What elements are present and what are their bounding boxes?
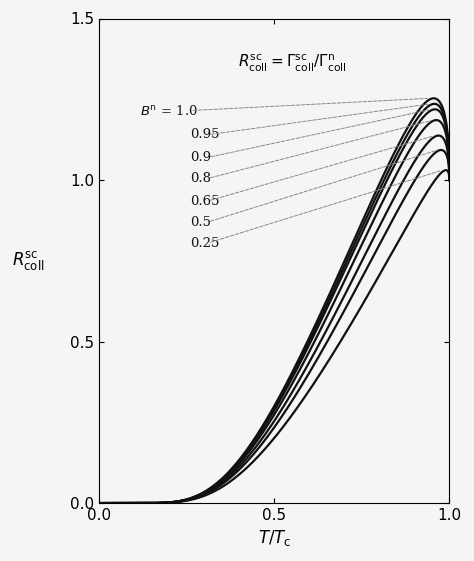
Text: 0.8: 0.8 — [191, 172, 211, 185]
Text: $B^\mathrm{n}$ = 1.0: $B^\mathrm{n}$ = 1.0 — [140, 104, 198, 118]
Text: 0.5: 0.5 — [191, 215, 211, 228]
Text: 0.65: 0.65 — [191, 195, 220, 208]
Y-axis label: $R_{\mathrm{coll}}^{\mathrm{sc}}$: $R_{\mathrm{coll}}^{\mathrm{sc}}$ — [12, 249, 45, 272]
Text: 0.9: 0.9 — [191, 151, 211, 164]
Text: $R_{\mathrm{coll}}^{\mathrm{sc}} = \Gamma_{\mathrm{coll}}^{\mathrm{sc}} / \Gamma: $R_{\mathrm{coll}}^{\mathrm{sc}} = \Gamm… — [237, 52, 346, 73]
X-axis label: $T/T_{\mathrm{c}}$: $T/T_{\mathrm{c}}$ — [258, 528, 291, 549]
Text: 0.25: 0.25 — [191, 237, 220, 250]
Text: 0.95: 0.95 — [191, 128, 220, 141]
